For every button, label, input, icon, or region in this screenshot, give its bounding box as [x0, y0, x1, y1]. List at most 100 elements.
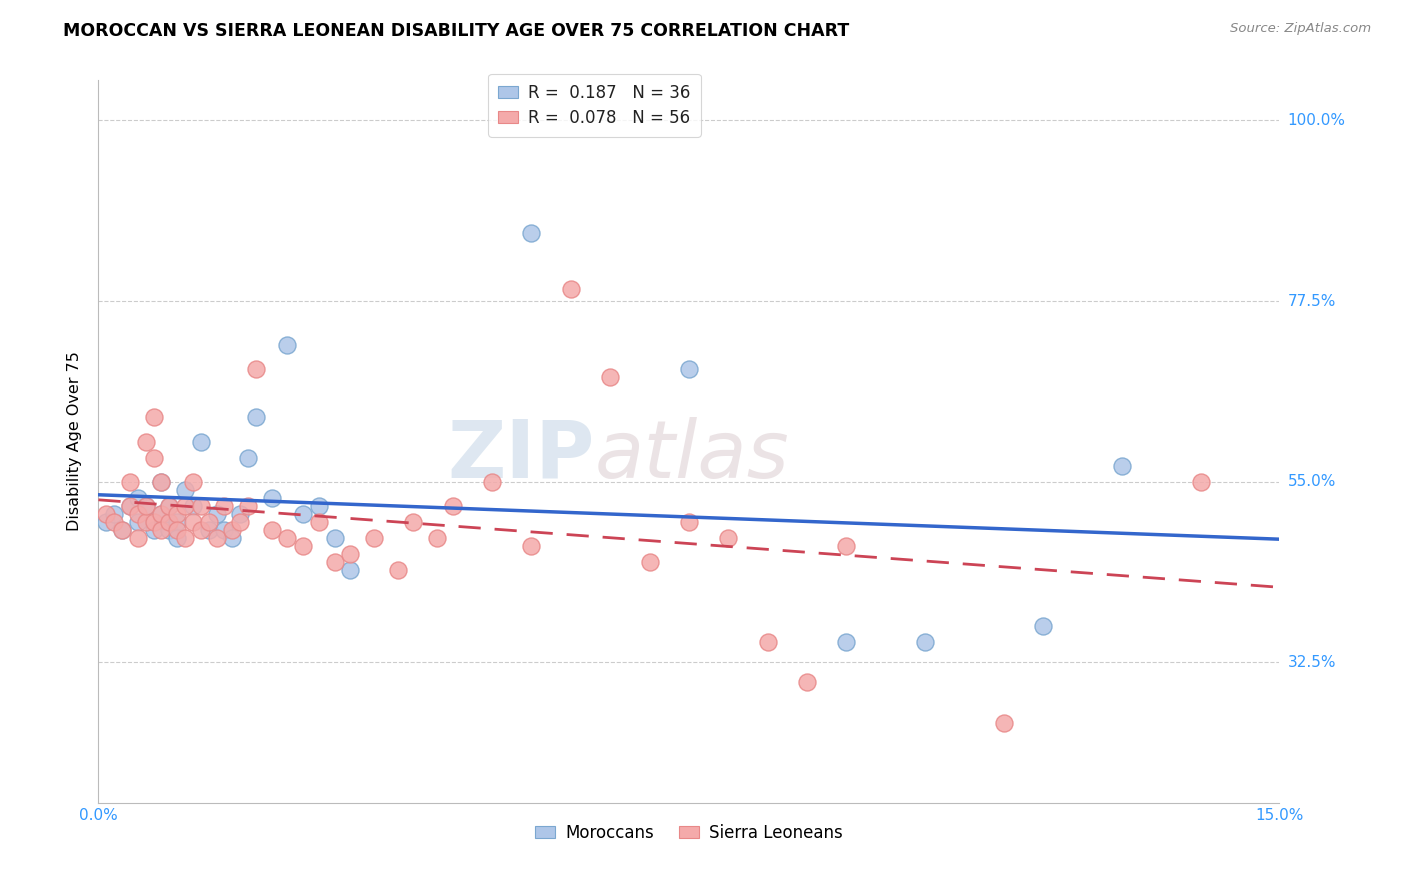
Text: ZIP: ZIP [447, 417, 595, 495]
Point [520, 226, 543, 240]
Point [135, 499, 157, 513]
Point [229, 515, 252, 529]
Point [1189, 475, 1212, 489]
Point [245, 362, 267, 376]
Y-axis label: Disability Age Over 75: Disability Age Over 75 [67, 351, 83, 532]
Point [276, 531, 298, 545]
Point [181, 475, 204, 489]
Point [481, 475, 503, 489]
Point [221, 523, 243, 537]
Point [260, 491, 283, 505]
Point [229, 507, 252, 521]
Point [166, 515, 188, 529]
Point [157, 499, 180, 513]
Point [323, 531, 346, 545]
Point [166, 531, 188, 545]
Point [166, 507, 188, 521]
Point [118, 499, 141, 513]
Point [157, 515, 180, 529]
Point [339, 547, 361, 561]
Point [214, 523, 236, 537]
Point [157, 523, 180, 537]
Point [796, 675, 818, 690]
Point [308, 499, 330, 513]
Point [103, 515, 125, 529]
Point [363, 531, 385, 545]
Point [717, 531, 740, 545]
Point [111, 523, 134, 537]
Point [142, 450, 165, 465]
Point [142, 410, 165, 425]
Point [197, 515, 219, 529]
Point [339, 563, 361, 577]
Point [142, 515, 165, 529]
Point [236, 450, 259, 465]
Point [150, 507, 173, 521]
Point [111, 523, 134, 537]
Point [221, 531, 243, 545]
Point [205, 507, 228, 521]
Text: atlas: atlas [595, 417, 789, 495]
Point [150, 507, 173, 521]
Point [323, 555, 346, 569]
Point [245, 410, 267, 425]
Point [103, 507, 125, 521]
Point [157, 499, 180, 513]
Point [96, 515, 118, 529]
Point [1032, 619, 1054, 633]
Point [520, 539, 543, 553]
Text: 32.5%: 32.5% [1288, 655, 1336, 670]
Point [181, 499, 204, 513]
Point [127, 515, 149, 529]
Point [214, 499, 236, 513]
Point [236, 499, 259, 513]
Text: MOROCCAN VS SIERRA LEONEAN DISABILITY AGE OVER 75 CORRELATION CHART: MOROCCAN VS SIERRA LEONEAN DISABILITY AG… [63, 22, 849, 40]
Point [292, 539, 315, 553]
Point [402, 515, 425, 529]
Text: 100.0%: 100.0% [1288, 113, 1346, 128]
Point [276, 338, 298, 352]
Point [150, 523, 173, 537]
Point [387, 563, 409, 577]
Point [638, 555, 661, 569]
Point [150, 475, 173, 489]
Point [190, 434, 212, 449]
Point [599, 370, 621, 384]
Point [190, 523, 212, 537]
Point [174, 499, 197, 513]
Point [96, 507, 118, 521]
Point [135, 499, 157, 513]
Point [292, 507, 315, 521]
Point [308, 515, 330, 529]
Text: 55.0%: 55.0% [1288, 475, 1336, 489]
Point [560, 282, 582, 296]
Point [127, 531, 149, 545]
Point [756, 635, 779, 649]
Point [441, 499, 464, 513]
Point [993, 715, 1015, 730]
Point [678, 515, 700, 529]
Point [205, 531, 228, 545]
Point [190, 499, 212, 513]
Text: 77.5%: 77.5% [1288, 293, 1336, 309]
Point [197, 523, 219, 537]
Point [118, 499, 141, 513]
Point [914, 635, 936, 649]
Point [127, 491, 149, 505]
Point [135, 434, 157, 449]
Legend: Moroccans, Sierra Leoneans: Moroccans, Sierra Leoneans [529, 817, 849, 848]
Point [260, 523, 283, 537]
Point [426, 531, 449, 545]
Point [150, 475, 173, 489]
Point [135, 515, 157, 529]
Point [118, 475, 141, 489]
Point [835, 539, 858, 553]
Point [181, 515, 204, 529]
Point [174, 531, 197, 545]
Point [127, 507, 149, 521]
Point [1111, 458, 1133, 473]
Point [174, 483, 197, 497]
Point [166, 523, 188, 537]
Point [678, 362, 700, 376]
Point [142, 523, 165, 537]
